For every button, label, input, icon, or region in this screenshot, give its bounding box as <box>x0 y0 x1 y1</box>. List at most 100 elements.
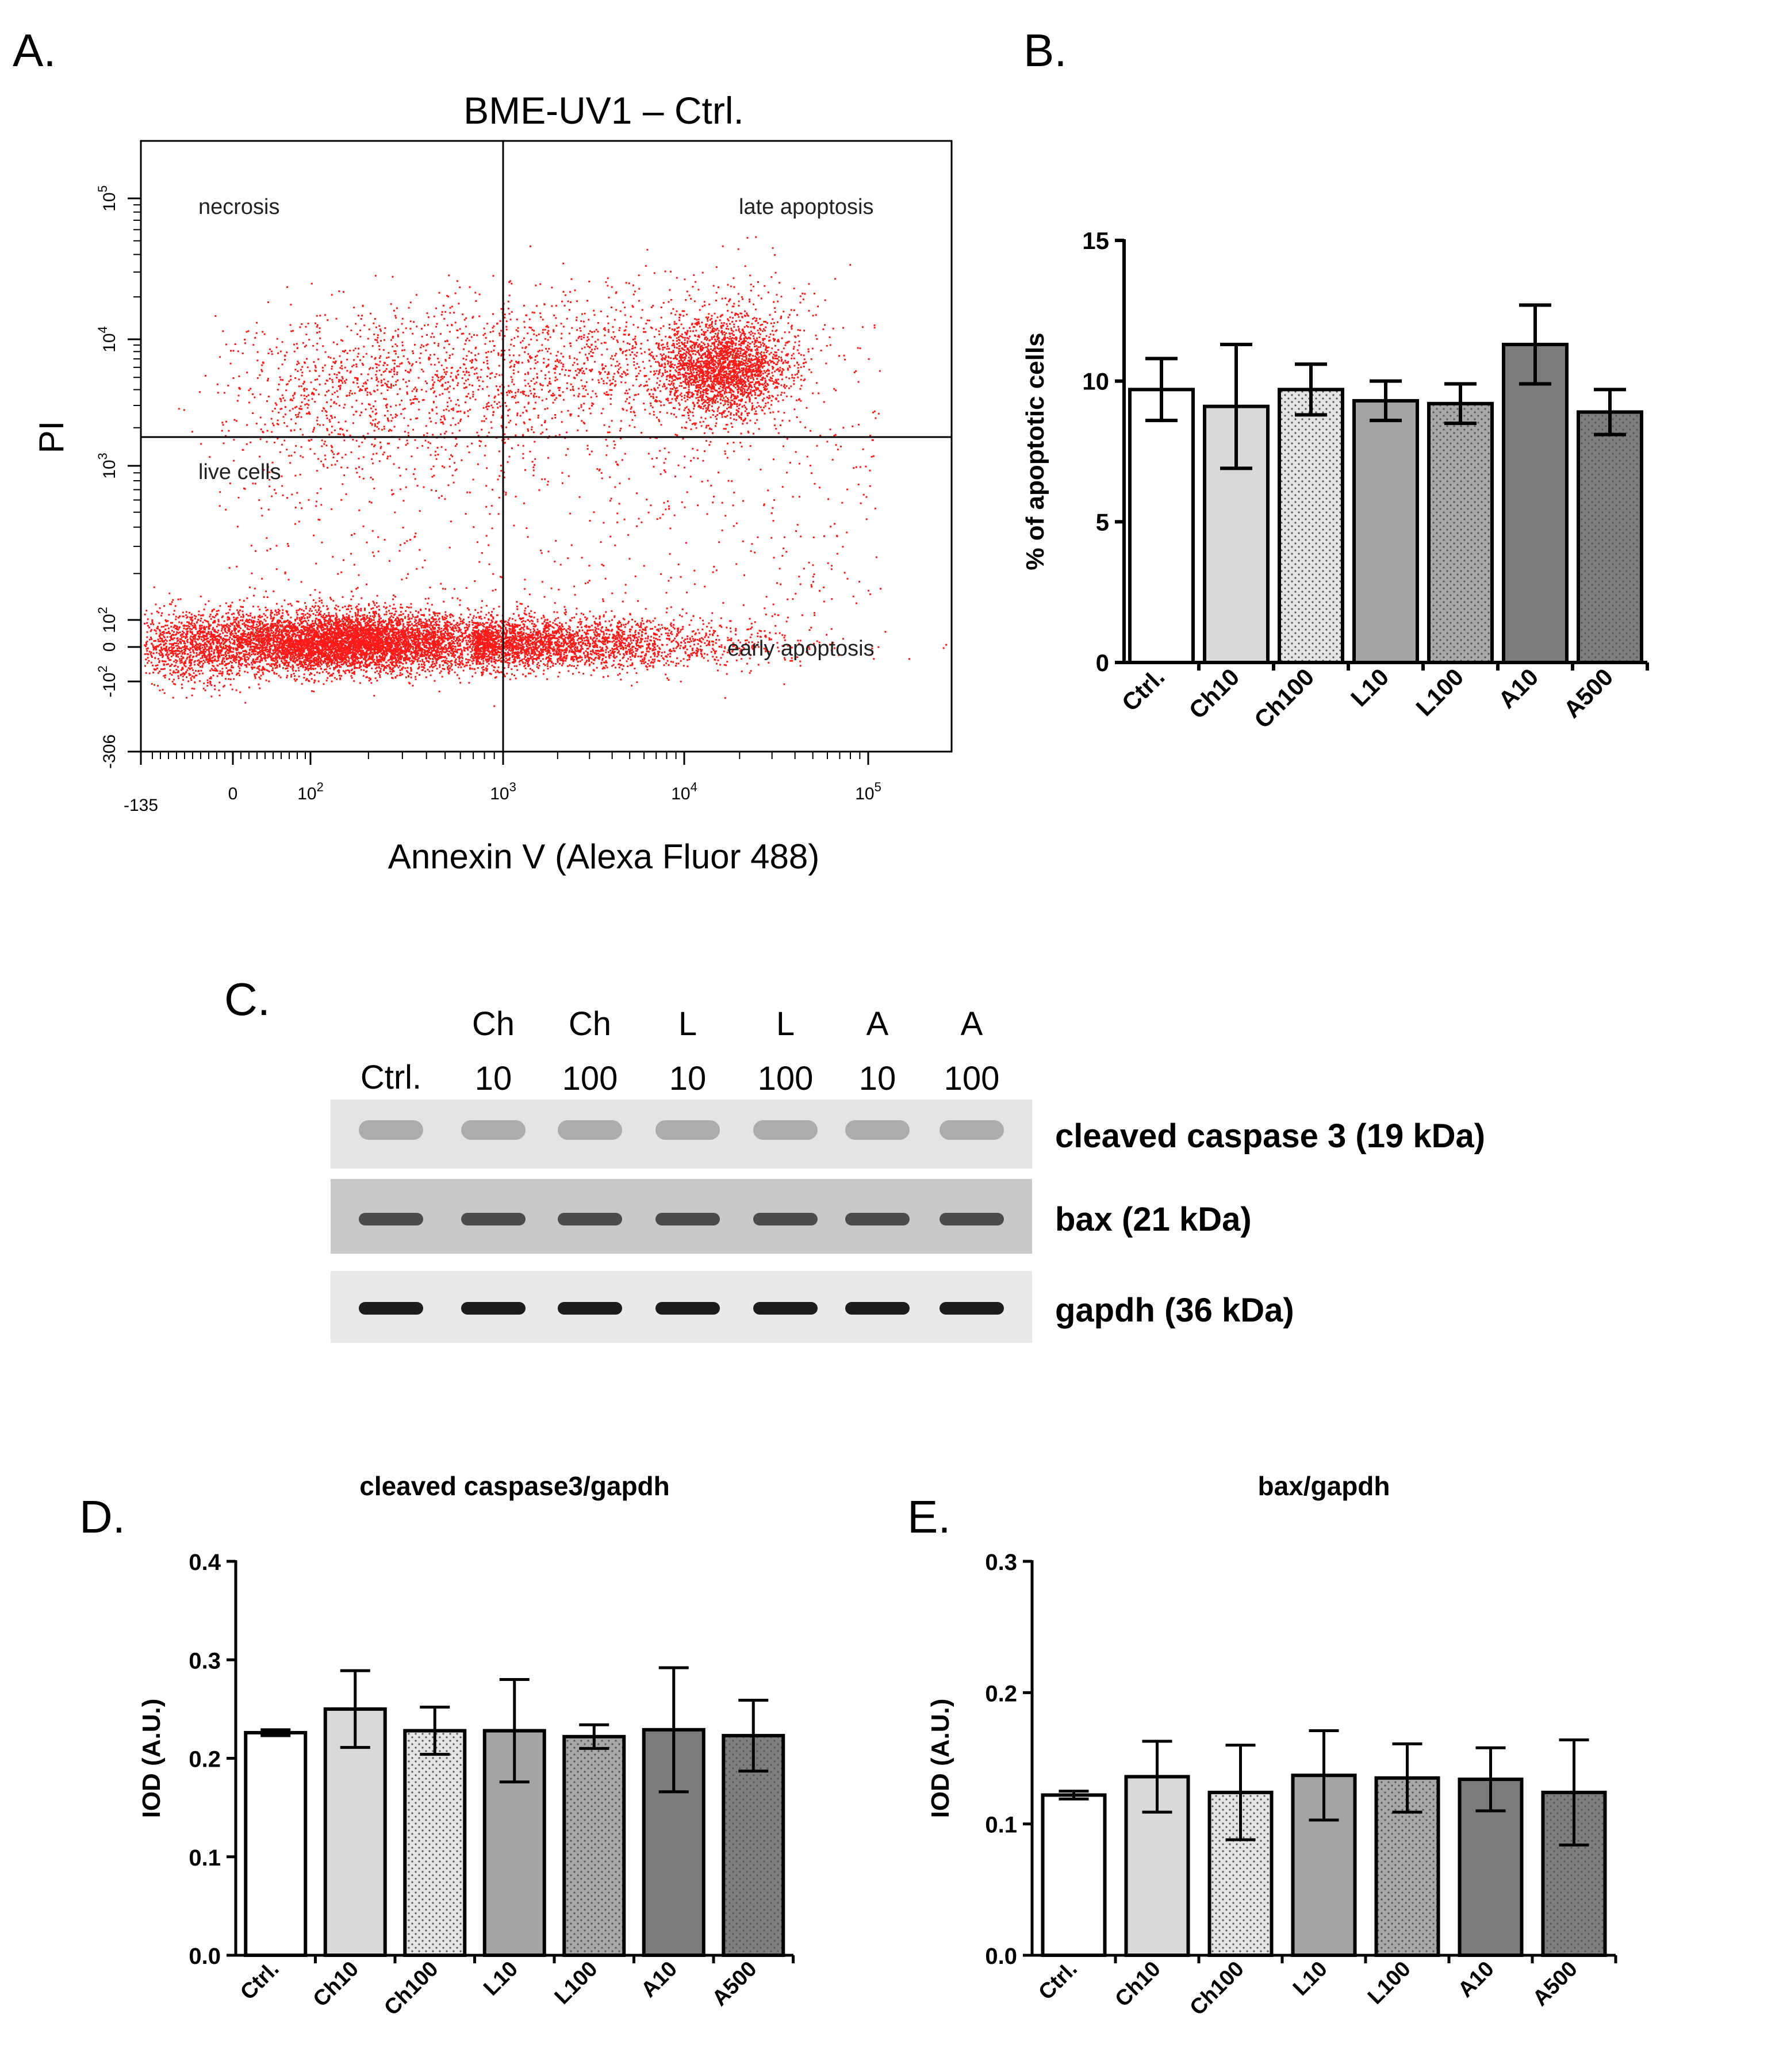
y-tick-label-0-3: 0.3 <box>985 1550 1017 1575</box>
blot-label-3: gapdh (36 kDa) <box>1055 1292 1294 1329</box>
category-label-l100: L100 <box>1363 1957 1416 2009</box>
category-label-l100: L100 <box>1410 663 1468 721</box>
quadrant-label-necrosis: necrosis <box>198 195 280 219</box>
flow-plot-y-label: PI <box>32 421 71 454</box>
panel-b-letter: B. <box>1023 25 1067 76</box>
flow-plot-frame <box>140 140 953 753</box>
blot-band <box>845 1120 910 1140</box>
x-tick-label-135: -135 <box>124 796 158 815</box>
panel-c-western-blot: Ctrl. Ch 10 Ch 100 L 10 L 100 A 10 A 100 cleaved cas… <box>331 1005 1485 1343</box>
lane-label-top: L <box>678 1005 697 1043</box>
lane-labels: Ctrl. Ch 10 Ch 100 L 10 L 100 A 10 A 100 <box>361 1005 1000 1097</box>
category-label-l100: L100 <box>550 1957 603 2009</box>
blot-band <box>359 1213 423 1225</box>
x-tick-label-10-2: 102 <box>297 780 324 803</box>
y-tick-label-0: 0 <box>1096 649 1109 676</box>
chart-title: cleaved caspase3/gapdh <box>359 1471 670 1501</box>
blot-band <box>461 1302 526 1315</box>
category-label-ch10: Ch10 <box>1184 663 1245 724</box>
blot-band <box>940 1213 1004 1225</box>
y-tick-label-0-2: 0.2 <box>189 1747 221 1772</box>
lane-label-top: Ch <box>569 1005 611 1043</box>
chart-e-bax-gapdh: bax/gapdh IOD (A.U.) Ctrl. Ch10 Ch100 L10 L100… <box>926 1471 1617 2020</box>
flow-event-cloud <box>144 236 948 707</box>
bar-texture-l100 <box>564 1736 624 1955</box>
y-axis-label: % of apoptotic cells <box>1021 332 1049 570</box>
blot-band <box>940 1302 1004 1315</box>
category-label-ch100: Ch100 <box>379 1957 443 2020</box>
y-tick-label-15: 15 <box>1082 227 1109 254</box>
chart-d-caspase3-gapdh: cleaved caspase3/gapdh IOD (A.U.) Ctrl. Ch1… <box>137 1471 795 2020</box>
blot-band <box>461 1213 526 1225</box>
category-label-ctrl: Ctrl. <box>236 1957 283 2005</box>
category-label-l10: L10 <box>479 1957 523 2001</box>
y-tick-label-0-0: 0.0 <box>189 1944 221 1969</box>
bar-a10 <box>1504 344 1567 662</box>
bar-texture-l100 <box>1429 403 1492 662</box>
flow-plot-axes: -135 0 102 103 104 105 -306 -102 0 102 103 104 105 <box>95 185 881 815</box>
blot-band <box>753 1213 818 1225</box>
blot-band <box>558 1120 622 1140</box>
blot-band <box>558 1213 622 1225</box>
lane-label-top: A <box>961 1005 983 1043</box>
x-tick-label-0: 0 <box>228 784 238 803</box>
blot-band <box>940 1120 1004 1140</box>
y-tick-label-10-2: -102 <box>95 665 119 698</box>
lane-label-top: Ch <box>472 1005 515 1043</box>
y-tick-label-10-4: 104 <box>95 326 119 353</box>
bar-ctrl <box>1130 389 1193 662</box>
lane-label-bottom: 100 <box>562 1060 618 1097</box>
bar-texture-a500 <box>1578 412 1642 662</box>
blot-band <box>655 1302 720 1315</box>
panel-e-letter: E. <box>907 1491 951 1542</box>
bar-ch10 <box>325 1709 385 1955</box>
lane-label-bottom: 100 <box>944 1060 1000 1097</box>
quadrant-label-early-apoptosis: early apoptosis <box>727 637 875 661</box>
y-tick-label-10-2: 102 <box>95 607 119 633</box>
bar-texture-ch100 <box>1279 389 1343 662</box>
blot-band <box>359 1302 423 1315</box>
blot-band <box>845 1213 910 1225</box>
category-label-a10: A10 <box>1493 663 1544 714</box>
category-label-a500: A500 <box>708 1957 762 2011</box>
category-label-a500: A500 <box>1528 1957 1582 2011</box>
y-axis-label: IOD (A.U.) <box>926 1699 954 1818</box>
lane-label-bottom: 10 <box>475 1060 512 1097</box>
category-label-a500: A500 <box>1558 663 1618 723</box>
y-tick-label-10-3: 103 <box>95 453 119 479</box>
category-label-ch100: Ch100 <box>1249 663 1319 733</box>
category-label-ch10: Ch10 <box>1110 1957 1165 2012</box>
quadrant-label-late-apoptosis: late apoptosis <box>739 195 874 219</box>
y-tick-label-0-3: 0.3 <box>189 1648 221 1673</box>
panel-a-letter: A. <box>13 25 56 76</box>
y-tick-label-0-0: 0.0 <box>985 1944 1017 1969</box>
blot-band <box>461 1120 526 1140</box>
panel-d-letter: D. <box>79 1491 125 1542</box>
bar-ctrl <box>246 1732 306 1955</box>
blot-band <box>655 1213 720 1225</box>
category-label-ch10: Ch10 <box>309 1957 363 2012</box>
category-label-ctrl: Ctrl. <box>1117 663 1170 717</box>
quadrant-label-live-cells: live cells <box>198 460 281 484</box>
bar-texture-ch100 <box>405 1730 465 1955</box>
y-tick-label-0-1: 0.1 <box>985 1813 1017 1838</box>
lane-label-bottom: 10 <box>859 1060 896 1097</box>
x-tick-label-10-5: 105 <box>855 780 881 803</box>
y-tick-label-10-5: 105 <box>95 185 119 212</box>
y-tick-label-10: 10 <box>1082 368 1109 395</box>
bar-l10 <box>1354 400 1417 662</box>
blot-strips: cleaved caspase 3 (19 kDa) bax (21 kDa) ga… <box>331 1100 1485 1343</box>
lane-label-bottom: Ctrl. <box>361 1059 421 1096</box>
category-label-l10: L10 <box>1289 1957 1332 2001</box>
x-tick-label-10-3: 103 <box>490 780 516 803</box>
blot-band <box>359 1120 423 1140</box>
lane-label-top: L <box>776 1005 795 1043</box>
flow-event-dots <box>144 236 948 707</box>
category-label-a10: A10 <box>1454 1957 1499 2002</box>
y-tick-label-306: -306 <box>100 734 119 769</box>
panel-a-flow-plot: BME-UV1 – Ctrl. Annexin V (Alexa Fluor 4… <box>32 89 953 876</box>
category-label-ch100: Ch100 <box>1186 1957 1249 2020</box>
flow-plot-x-label: Annexin V (Alexa Fluor 488) <box>388 837 819 876</box>
y-tick-label-0-1: 0.1 <box>189 1845 221 1871</box>
